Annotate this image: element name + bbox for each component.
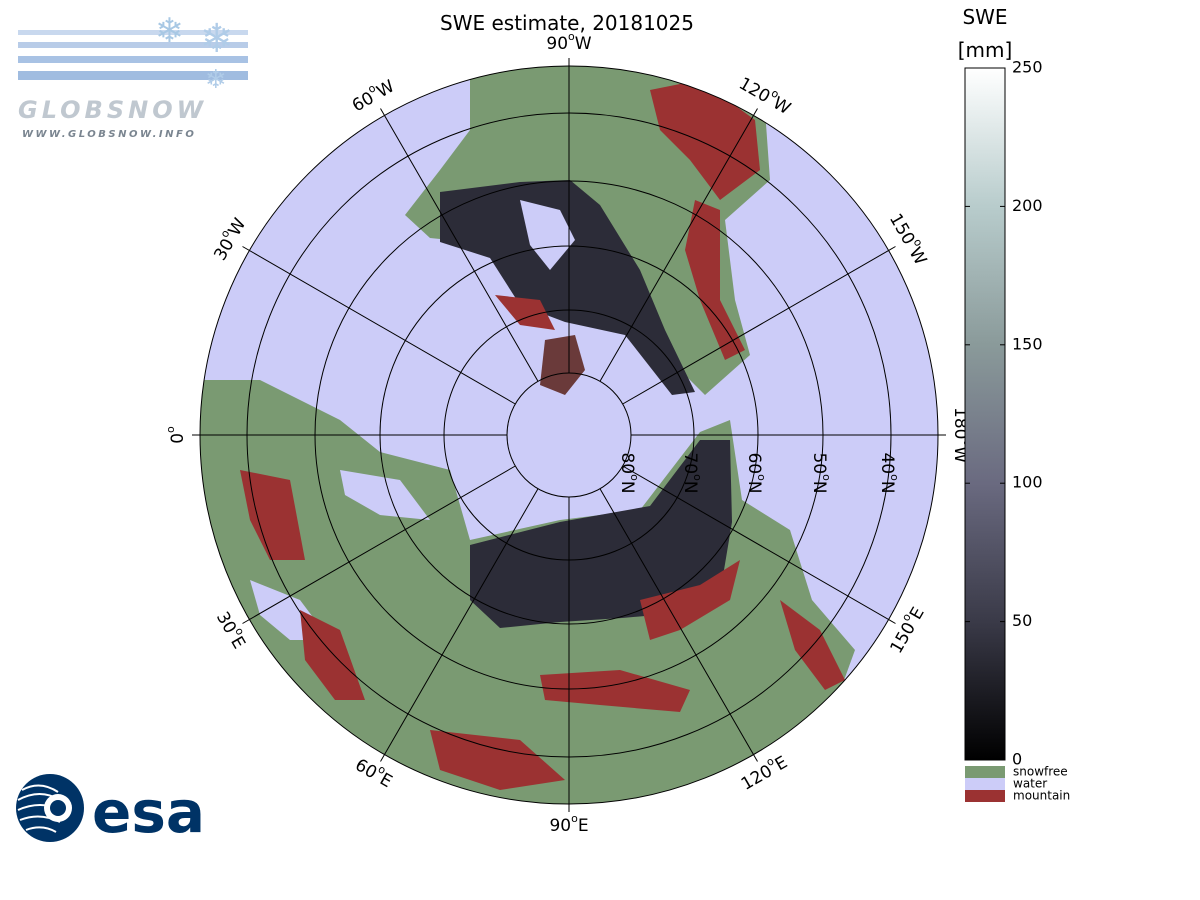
legend-swatch xyxy=(965,778,1005,790)
svg-text:❄: ❄ xyxy=(200,16,234,62)
graticule-label: 50oN xyxy=(809,452,833,493)
colorbar-tick-label: 100 xyxy=(1012,473,1043,492)
map-border xyxy=(199,65,939,805)
colorbar-unit: [mm] xyxy=(958,38,1013,62)
legend-label: mountain xyxy=(1013,789,1070,803)
svg-text:❄: ❄ xyxy=(205,65,227,95)
label-hemisphere: N xyxy=(617,481,637,494)
label-degree: o xyxy=(571,812,578,825)
label-degree: o xyxy=(164,426,177,433)
colorbar-title: SWE xyxy=(962,5,1007,29)
meridian xyxy=(622,465,896,624)
colorbar-tick-label: 50 xyxy=(1012,611,1032,630)
legend-label: snowfree xyxy=(1013,765,1068,779)
graticule-label: 40oN xyxy=(877,452,901,493)
label-number: 70 xyxy=(680,452,700,474)
label-number: 60 xyxy=(744,452,764,474)
label-number: 40 xyxy=(877,452,897,474)
legend-label: water xyxy=(1013,777,1047,791)
graticule-label: 90oE xyxy=(549,812,588,836)
label-number: 90 xyxy=(546,34,568,54)
colorbar: SWE [mm] 0 50 100 150 200 250 snowfreewatermou… xyxy=(958,5,1071,803)
colorbar-tick-label: 150 xyxy=(1012,334,1043,353)
label-hemisphere: N xyxy=(809,481,829,494)
graticule-label: 0o xyxy=(164,426,188,444)
land xyxy=(200,66,855,804)
label-number: 80 xyxy=(617,452,637,474)
label-degree: o xyxy=(691,474,704,481)
label-number: 90 xyxy=(549,816,571,836)
esa-logo: esa xyxy=(16,774,205,846)
label-number: 0 xyxy=(168,433,188,444)
colorbar-tick-label: 200 xyxy=(1012,196,1043,215)
legend-swatch xyxy=(965,766,1005,778)
graticule-label: 60oN xyxy=(744,452,768,493)
svg-text:❄: ❄ xyxy=(155,11,184,51)
globsnow-url: WWW.GLOBSNOW.INFO xyxy=(22,129,196,140)
label-hemisphere: N xyxy=(877,481,897,494)
label-degree: o xyxy=(820,474,833,481)
label-hemisphere: W xyxy=(575,34,592,54)
graticule-label: 60oW xyxy=(347,73,398,116)
meridian xyxy=(599,108,758,382)
colorbar-tick-label: 0 xyxy=(1012,750,1022,769)
label-hemisphere: E xyxy=(578,816,589,836)
label-degree: o xyxy=(568,30,575,43)
globsnow-text: GLOBSNOW xyxy=(18,96,207,124)
map-title: SWE estimate, 20181025 xyxy=(440,11,694,35)
label-degree: o xyxy=(628,474,641,481)
label-degree: o xyxy=(888,474,901,481)
graticule-label: 90oW xyxy=(546,30,591,54)
meridian xyxy=(242,465,516,624)
graticule-label: 80oN xyxy=(617,452,641,493)
globsnow-logo: ❄ ❄ ❄ GLOBSNOW WWW.GLOBSNOW.INFO xyxy=(18,11,248,140)
graticule xyxy=(192,58,946,812)
graticule-label: 70oN xyxy=(680,452,704,493)
meridian xyxy=(380,488,539,762)
meridian xyxy=(599,488,758,762)
colorbar-tick-label: 250 xyxy=(1012,58,1043,77)
meridian xyxy=(380,108,539,382)
label-degree: o xyxy=(755,474,768,481)
meridian xyxy=(242,246,516,405)
meridian xyxy=(622,246,896,405)
colorbar-ramp xyxy=(964,67,1006,761)
esa-text: esa xyxy=(92,778,205,846)
label-hemisphere: N xyxy=(744,481,764,494)
label-number: 50 xyxy=(809,452,829,474)
label-hemisphere: N xyxy=(680,481,700,494)
map: 80oN70oN60oN50oN40oN0o30oW60oW90oW120oW1… xyxy=(164,30,974,836)
legend-swatch xyxy=(965,790,1005,802)
